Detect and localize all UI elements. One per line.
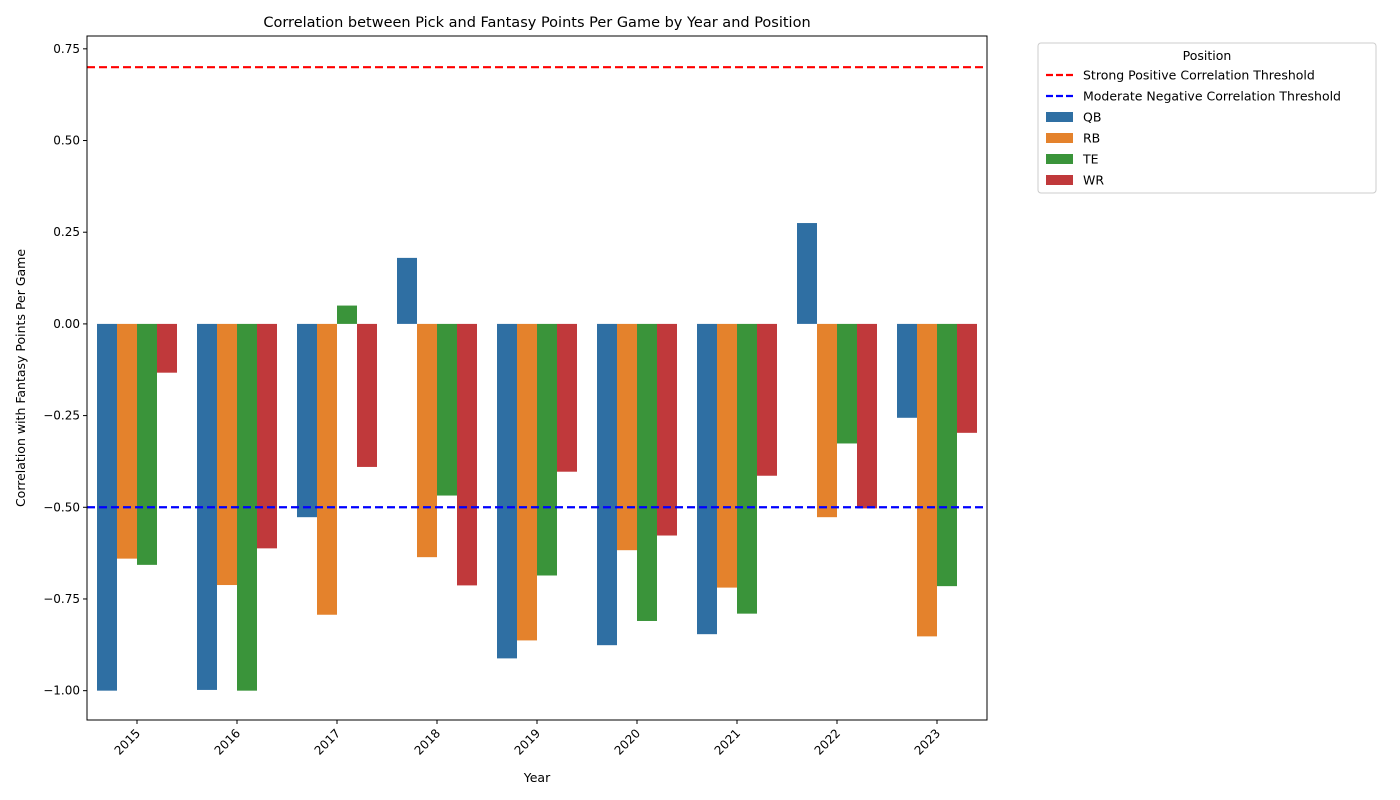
legend-label-reference-2: Moderate Negative Correlation Threshold xyxy=(1083,89,1341,104)
y-axis: 0.75 0.50 0.25 0.00 −0.25 −0.50 −0.75 −1.00 xyxy=(43,42,87,698)
bar-te-2019 xyxy=(537,323,557,576)
legend-label-rb: RB xyxy=(1083,131,1100,146)
bar-wr-2016 xyxy=(257,323,277,549)
bar-rb-2017 xyxy=(317,323,337,615)
bar-te-2020 xyxy=(637,323,657,621)
bar-te-2023 xyxy=(937,323,957,587)
bars-layer xyxy=(97,223,977,691)
bar-qb-2020 xyxy=(597,323,617,646)
bar-wr-2017 xyxy=(357,323,377,467)
y-tick-label: −0.75 xyxy=(43,592,80,606)
bar-rb-2016 xyxy=(217,323,237,586)
bar-te-2017 xyxy=(337,305,357,324)
y-tick-label: 0.75 xyxy=(53,42,80,56)
legend-label-wr: WR xyxy=(1083,173,1104,188)
bar-wr-2019 xyxy=(557,323,577,472)
legend-label-te: TE xyxy=(1082,152,1099,167)
y-tick-label: −1.00 xyxy=(43,684,80,698)
y-tick-label: −0.25 xyxy=(43,409,80,423)
bar-te-2022 xyxy=(837,323,857,444)
legend: Position Strong Positive Correlation Thr… xyxy=(1037,42,1377,194)
bar-wr-2015 xyxy=(157,323,177,373)
bar-qb-2023 xyxy=(897,323,917,418)
bar-te-2021 xyxy=(737,323,757,614)
legend-items: Strong Positive Correlation Threshold Mod… xyxy=(1046,68,1341,188)
bar-rb-2022 xyxy=(817,323,837,518)
y-tick-label: −0.50 xyxy=(43,500,80,514)
legend-swatch-te xyxy=(1046,154,1073,164)
bar-qb-2017 xyxy=(297,323,317,518)
bar-wr-2020 xyxy=(657,323,677,536)
bar-wr-2022 xyxy=(857,323,877,509)
y-tick-label: 0.50 xyxy=(53,134,80,148)
bar-te-2018 xyxy=(437,323,457,496)
bar-rb-2018 xyxy=(417,323,437,558)
legend-title: Position xyxy=(1183,48,1232,63)
legend-swatch-wr xyxy=(1046,175,1073,185)
legend-label-qb: QB xyxy=(1083,110,1101,125)
bar-rb-2021 xyxy=(717,323,737,588)
bar-rb-2015 xyxy=(117,323,137,559)
bar-wr-2021 xyxy=(757,323,777,476)
bar-rb-2020 xyxy=(617,323,637,551)
bar-qb-2022 xyxy=(797,223,817,324)
bar-wr-2023 xyxy=(957,323,977,433)
legend-swatch-rb xyxy=(1046,133,1073,143)
legend-swatch-qb xyxy=(1046,112,1073,122)
bar-te-2015 xyxy=(137,323,157,565)
y-tick-label: 0.00 xyxy=(53,317,80,331)
bar-qb-2021 xyxy=(697,323,717,635)
legend-label-reference-1: Strong Positive Correlation Threshold xyxy=(1083,68,1315,83)
bar-rb-2023 xyxy=(917,323,937,637)
bar-qb-2019 xyxy=(497,323,517,659)
y-axis-label: Correlation with Fantasy Points Per Game xyxy=(13,249,28,507)
chart-title: Correlation between Pick and Fantasy Poi… xyxy=(263,15,810,31)
reference-lines-layer xyxy=(87,66,987,509)
bar-rb-2019 xyxy=(517,323,537,641)
x-axis-label: Year xyxy=(523,770,551,785)
y-tick-label: 0.25 xyxy=(53,225,80,239)
bar-qb-2018 xyxy=(397,257,417,324)
legend-box xyxy=(1037,42,1377,194)
bar-wr-2018 xyxy=(457,323,477,586)
